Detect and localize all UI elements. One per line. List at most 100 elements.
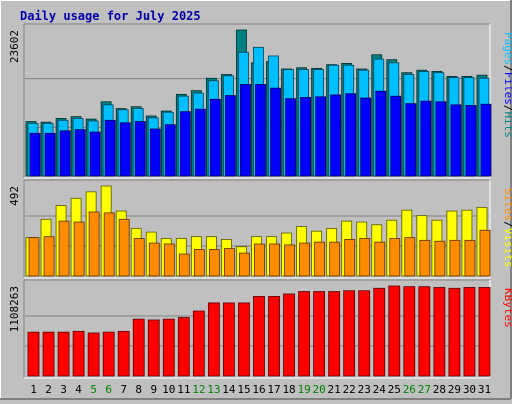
panel-kbytes-max-label: 1108263 [8,286,21,332]
day-label: 28 [433,383,446,396]
bar-kbytes-day-8 [132,318,145,377]
day-label: 19 [297,383,310,396]
bar-kbytes-day-14 [223,302,235,377]
day-label: 31 [478,383,491,396]
panel-visitors: 492 Sites/Visits [8,179,512,279]
bar-sites-day-13 [208,249,220,277]
bar-kbytes-day-16 [253,296,265,377]
bar-pages-day-27 [420,100,432,177]
day-label: 13 [207,383,220,396]
day-label: 25 [388,383,401,396]
bar-pages-day-5 [89,131,101,177]
bar-pages-day-19 [300,97,311,177]
bar-sites-day-22 [344,239,356,277]
day-label: 29 [448,383,461,396]
bar-pages-day-18 [285,98,296,177]
bar-kbytes-day-7 [117,330,130,377]
bar-kbytes-day-22 [343,290,356,377]
day-label: 15 [237,383,250,396]
bar-pages-day-30 [465,105,477,177]
bar-sites-day-23 [359,238,371,277]
bar-sites-day-2 [43,236,55,277]
panel-visitors-max-label: 492 [8,186,21,206]
bar-sites-day-11 [178,253,190,277]
bar-sites-day-3 [58,220,70,277]
axis-label-part: Visits [502,228,512,268]
bar-pages-day-10 [164,124,176,177]
bar-kbytes-day-1 [27,331,40,377]
bar-pages-day-12 [194,108,206,177]
day-label: 3 [60,383,67,396]
bar-sites-day-27 [419,239,431,277]
bar-sites-day-14 [224,248,235,277]
bar-pages-day-16 [255,84,266,177]
bar-kbytes-day-21 [328,291,341,377]
panel-visitors-axis-label: Sites/Visits [502,188,512,268]
panel-requests-max-label: 23602 [8,30,21,63]
day-label: 11 [177,383,190,396]
bar-kbytes-day-23 [358,290,371,377]
bar-kbytes-day-15 [238,302,250,377]
bar-sites-day-15 [239,252,250,277]
day-label: 18 [282,383,295,396]
day-label: 8 [135,383,142,396]
bar-pages-day-14 [225,95,236,177]
bar-pages-day-4 [74,129,86,177]
axis-label-part: Hits [502,112,512,139]
bar-sites-day-7 [118,218,130,277]
bar-sites-day-28 [434,240,446,277]
axis-label-part: Sites [502,188,512,221]
bar-pages-day-13 [209,98,221,177]
panel-kbytes: 1108263 KBytes [8,279,512,379]
day-label: 10 [162,383,175,396]
bar-kbytes-day-11 [177,317,190,377]
bar-kbytes-day-30 [463,287,476,377]
panel-requests: 23602 Pages/Files/Hits [8,23,512,179]
bar-kbytes-day-2 [42,331,55,377]
axis-label-part: KBytes [502,288,512,328]
bar-kbytes-day-10 [162,318,175,377]
bar-kbytes-day-5 [87,332,100,377]
bar-kbytes-day-13 [207,302,220,377]
bar-sites-day-9 [148,242,160,277]
bar-sites-day-26 [404,237,416,277]
bar-pages-day-24 [375,90,387,177]
day-label: 22 [343,383,356,396]
day-label: 20 [313,383,326,396]
bar-sites-day-19 [299,242,310,277]
bar-kbytes-day-27 [418,286,431,377]
bar-pages-day-23 [360,97,372,177]
day-label: 23 [358,383,371,396]
bar-pages-day-28 [435,101,447,177]
panel-requests-axis-label: Pages/Files/Hits [502,32,512,138]
bar-sites-day-5 [88,211,100,277]
bar-kbytes-day-24 [373,287,386,377]
bar-kbytes-day-3 [57,331,70,377]
day-label: 30 [463,383,476,396]
bar-sites-day-20 [314,241,326,277]
bar-sites-day-25 [389,238,401,277]
bar-pages-day-6 [104,119,116,177]
bar-sites-day-24 [374,241,386,277]
day-label: 5 [90,383,97,396]
bar-kbytes-day-6 [102,331,115,377]
bar-pages-day-17 [270,87,281,177]
day-label: 26 [403,383,416,396]
day-label: 24 [373,383,387,396]
bar-kbytes-day-4 [72,330,85,377]
bar-sites-day-4 [73,221,85,277]
chart-title: Daily usage for July 2025 [20,9,201,23]
day-label: 6 [105,383,112,396]
bar-pages-day-22 [345,93,357,177]
day-label: 4 [75,383,82,396]
day-label: 9 [150,383,157,396]
bar-pages-day-15 [240,84,251,177]
bar-pages-day-31 [480,103,492,177]
day-label: 2 [45,383,52,396]
bar-sites-day-12 [193,249,205,277]
axis-label-part: / [502,65,512,72]
axis-label-part: / [502,221,512,228]
bar-kbytes-day-12 [192,310,205,377]
axis-label-part: / [502,105,512,112]
